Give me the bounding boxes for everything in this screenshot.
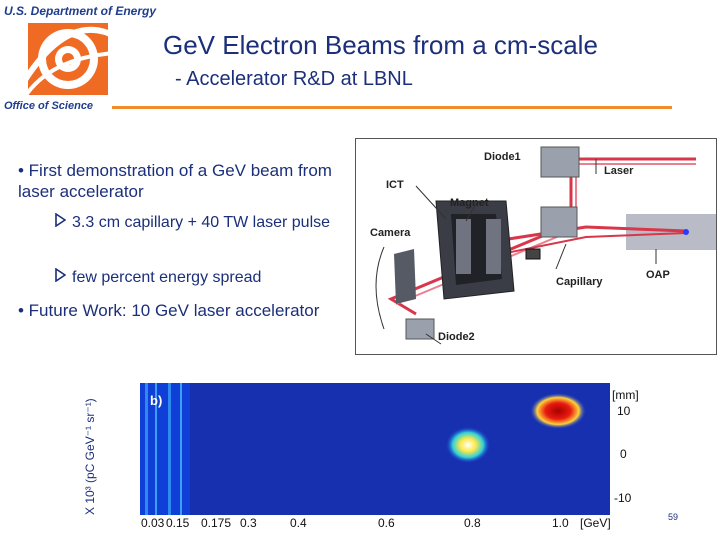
page-number: 59 [668,512,679,522]
bullet-first-demonstration: • First demonstration of a GeV beam from… [18,161,332,201]
department-name: U.S. Department of Energy [4,4,157,18]
x-tick-1-0: 1.0 [552,516,569,530]
x-tick-0-6: 0.6 [378,516,395,530]
label-ict: ICT [386,179,404,191]
spectrum-y-axis-label: X 10³ (pC GeV⁻¹ sr⁻¹) [83,398,97,515]
x-tick-0-4: 0.4 [290,516,307,530]
slide-title: GeV Electron Beams from a cm-scale [163,30,598,60]
label-diode1: Diode1 [484,151,521,163]
mm-tick-10: 10 [617,404,631,418]
arrow-icon [55,212,67,233]
label-magnet: Magnet [450,197,489,209]
x-tick-0-8: 0.8 [464,516,481,530]
x-tick-0-3: 0.3 [240,516,257,530]
mm-tick-0: 0 [620,447,627,461]
label-oap: OAP [646,269,670,281]
spectrum-panel-label: b) [150,393,162,408]
arrow-icon [55,267,67,288]
x-tick-0-175: 0.175 [201,516,232,530]
bullet-future-work: • Future Work: 10 GeV laser accelerator [18,301,320,320]
slide-subtitle: - Accelerator R&D at LBNL [175,68,413,90]
label-laser: Laser [604,165,634,177]
mm-tick-minus10: -10 [614,491,632,505]
doe-logo [17,23,120,100]
office-name: Office of Science [4,100,94,112]
label-capillary: Capillary [556,276,603,288]
setup-diagram: Diode1 Laser ICT Magnet Camera Capillary… [355,138,717,355]
label-camera: Camera [370,227,411,239]
x-axis-unit: [GeV] [580,516,611,530]
mm-axis-unit: [mm] [612,388,639,402]
sub-bullet-energy-spread: few percent energy spread [72,269,262,286]
electron-spectrum-image: b) [140,383,610,515]
x-tick-0-15: 0.15 [166,516,190,530]
header-rule [112,106,672,109]
x-tick-0-03: 0.03 [141,516,165,530]
setup-illustration [375,146,716,345]
sub-bullet-capillary: 3.3 cm capillary + 40 TW laser pulse [72,214,331,231]
label-diode2: Diode2 [438,331,475,343]
